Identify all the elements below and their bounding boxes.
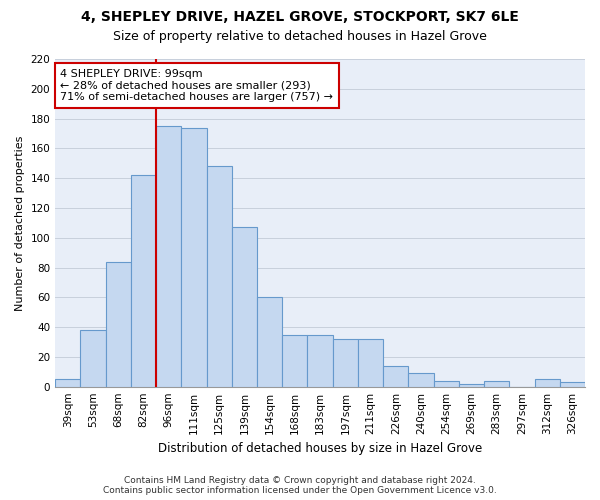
Bar	[560, 382, 585, 386]
Bar	[459, 384, 484, 386]
Bar	[80, 330, 106, 386]
Bar	[206, 166, 232, 386]
Text: Contains HM Land Registry data © Crown copyright and database right 2024.
Contai: Contains HM Land Registry data © Crown c…	[103, 476, 497, 495]
Bar	[409, 374, 434, 386]
Text: 4, SHEPLEY DRIVE, HAZEL GROVE, STOCKPORT, SK7 6LE: 4, SHEPLEY DRIVE, HAZEL GROVE, STOCKPORT…	[81, 10, 519, 24]
Y-axis label: Number of detached properties: Number of detached properties	[15, 135, 25, 310]
Bar	[484, 380, 509, 386]
Bar	[181, 128, 206, 386]
Bar	[535, 379, 560, 386]
Bar	[232, 228, 257, 386]
Text: 4 SHEPLEY DRIVE: 99sqm
← 28% of detached houses are smaller (293)
71% of semi-de: 4 SHEPLEY DRIVE: 99sqm ← 28% of detached…	[61, 69, 334, 102]
Bar	[332, 339, 358, 386]
Bar	[307, 334, 332, 386]
Bar	[383, 366, 409, 386]
X-axis label: Distribution of detached houses by size in Hazel Grove: Distribution of detached houses by size …	[158, 442, 482, 455]
Bar	[156, 126, 181, 386]
Bar	[55, 379, 80, 386]
Bar	[131, 175, 156, 386]
Bar	[282, 334, 307, 386]
Bar	[257, 298, 282, 386]
Bar	[358, 339, 383, 386]
Bar	[434, 380, 459, 386]
Bar	[106, 262, 131, 386]
Text: Size of property relative to detached houses in Hazel Grove: Size of property relative to detached ho…	[113, 30, 487, 43]
